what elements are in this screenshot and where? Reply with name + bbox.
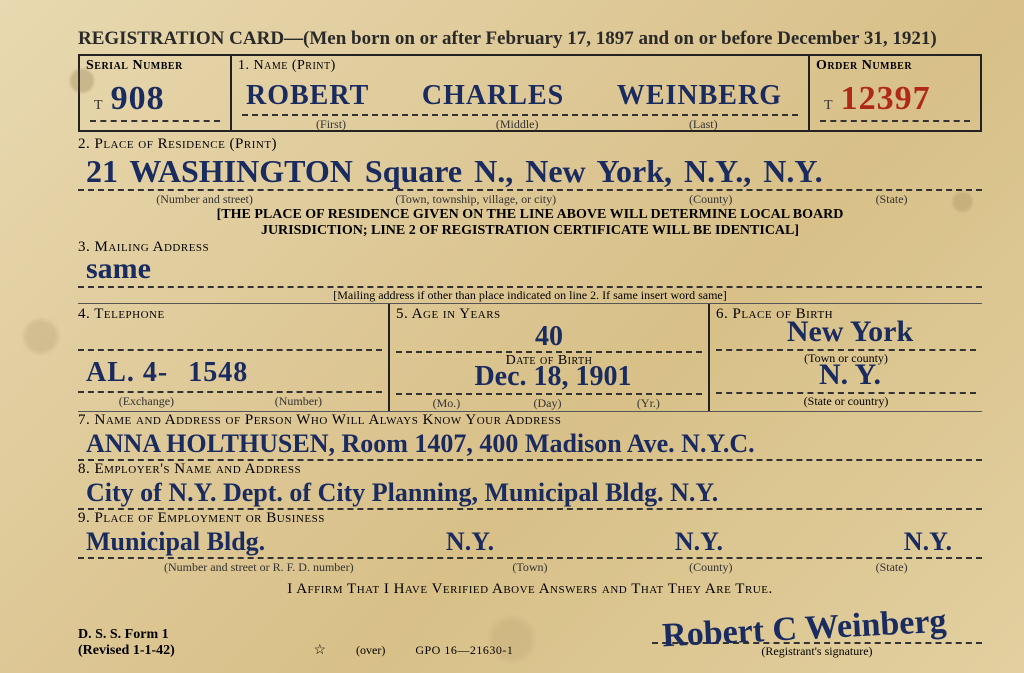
res-hint-b: (Town, township, village, or city): [331, 192, 620, 207]
form-line1: D. S. S. Form 1: [78, 627, 175, 643]
residence-value: 21 WASHINGTON Square N., New York, N.Y.,…: [78, 155, 982, 187]
tel-ex-hint: (Exchange): [78, 394, 215, 409]
age-value: 40: [396, 323, 702, 351]
line9-b: N.Y.: [446, 529, 494, 555]
tel-exchange: AL. 4-: [86, 357, 168, 388]
res-hint-a: (Number and street): [78, 192, 331, 207]
hint-first: (First): [238, 117, 424, 132]
res-hint-c: (County): [620, 192, 801, 207]
name-last: WEINBERG: [617, 80, 782, 112]
res-hint-d: (State): [801, 192, 982, 207]
footer-row: D. S. S. Form 1 (Revised 1-1-42) ☆ (over…: [78, 598, 982, 659]
tel-number: 1548: [188, 357, 248, 388]
line7-value: ANNA HOLTHUSEN, Room 1407, 400 Madison A…: [78, 431, 982, 457]
res-note2: JURISDICTION; LINE 2 OF REGISTRATION CER…: [78, 223, 982, 239]
signature-line: Robert C Weinberg: [652, 608, 982, 644]
l9-hint-d: (State): [801, 560, 982, 575]
serial-value: 908: [111, 80, 165, 117]
l9-hint-a: (Number and street or R. F. D. number): [78, 560, 440, 575]
line9-label: 9. Place of Employment or Business: [78, 510, 982, 527]
line8-value: City of N.Y. Dept. of City Planning, Mun…: [78, 480, 982, 506]
row-456: 4. Telephone AL. 4- 1548 (Exchange) (Num…: [78, 303, 982, 411]
pob-state: N. Y.: [716, 360, 976, 390]
serial-label: Serial Number: [86, 58, 224, 74]
dob-value: Dec. 18, 1901: [396, 363, 702, 391]
pob-state-hint: (State or country): [716, 394, 976, 409]
line8-label: 8. Employer's Name and Address: [78, 461, 982, 478]
hint-middle: (Middle): [424, 117, 610, 132]
form-line2: (Revised 1-1-42): [78, 643, 175, 659]
l9-hint-b: (Town): [440, 560, 621, 575]
registration-card: REGISTRATION CARD—(Men born on or after …: [0, 0, 1024, 673]
pob-town: New York: [716, 317, 976, 347]
top-row: Serial Number T 908 1. Name (Print) ROBE…: [78, 54, 982, 132]
line9-a: Municipal Bldg.: [86, 529, 265, 555]
name-first: ROBERT: [246, 80, 369, 112]
tel-num-hint: (Number): [215, 394, 382, 409]
line9-d: N.Y.: [904, 529, 952, 555]
affirm-text: I Affirm That I Have Verified Above Answ…: [78, 575, 982, 598]
l9-hint-c: (County): [620, 560, 801, 575]
dob-mo: (Mo.): [396, 396, 497, 411]
order-label: Order Number: [816, 58, 974, 74]
mailing-value: same: [78, 254, 982, 284]
tel-label: 4. Telephone: [78, 306, 382, 323]
mailing-hint: [Mailing address if other than place ind…: [78, 288, 982, 303]
order-prefix: T: [824, 98, 833, 113]
dob-yr: (Yr.): [598, 396, 699, 411]
res-note1: [THE PLACE OF RESIDENCE GIVEN ON THE LIN…: [78, 207, 982, 223]
serial-prefix: T: [94, 98, 103, 113]
line9-c: N.Y.: [675, 529, 723, 555]
line7-label: 7. Name and Address of Person Who Will A…: [78, 412, 982, 429]
card-title: REGISTRATION CARD—(Men born on or after …: [78, 28, 982, 54]
star-icon: ☆: [313, 642, 326, 659]
name-label: 1. Name (Print): [238, 58, 802, 74]
order-value: 12397: [841, 80, 931, 117]
gpo-text: GPO 16—21630-1: [415, 643, 513, 658]
over-text: (over): [356, 643, 385, 658]
dob-day: (Day): [497, 396, 598, 411]
residence-label: 2. Place of Residence (Print): [78, 136, 982, 153]
name-middle: CHARLES: [422, 80, 564, 112]
hint-last: (Last): [610, 117, 796, 132]
